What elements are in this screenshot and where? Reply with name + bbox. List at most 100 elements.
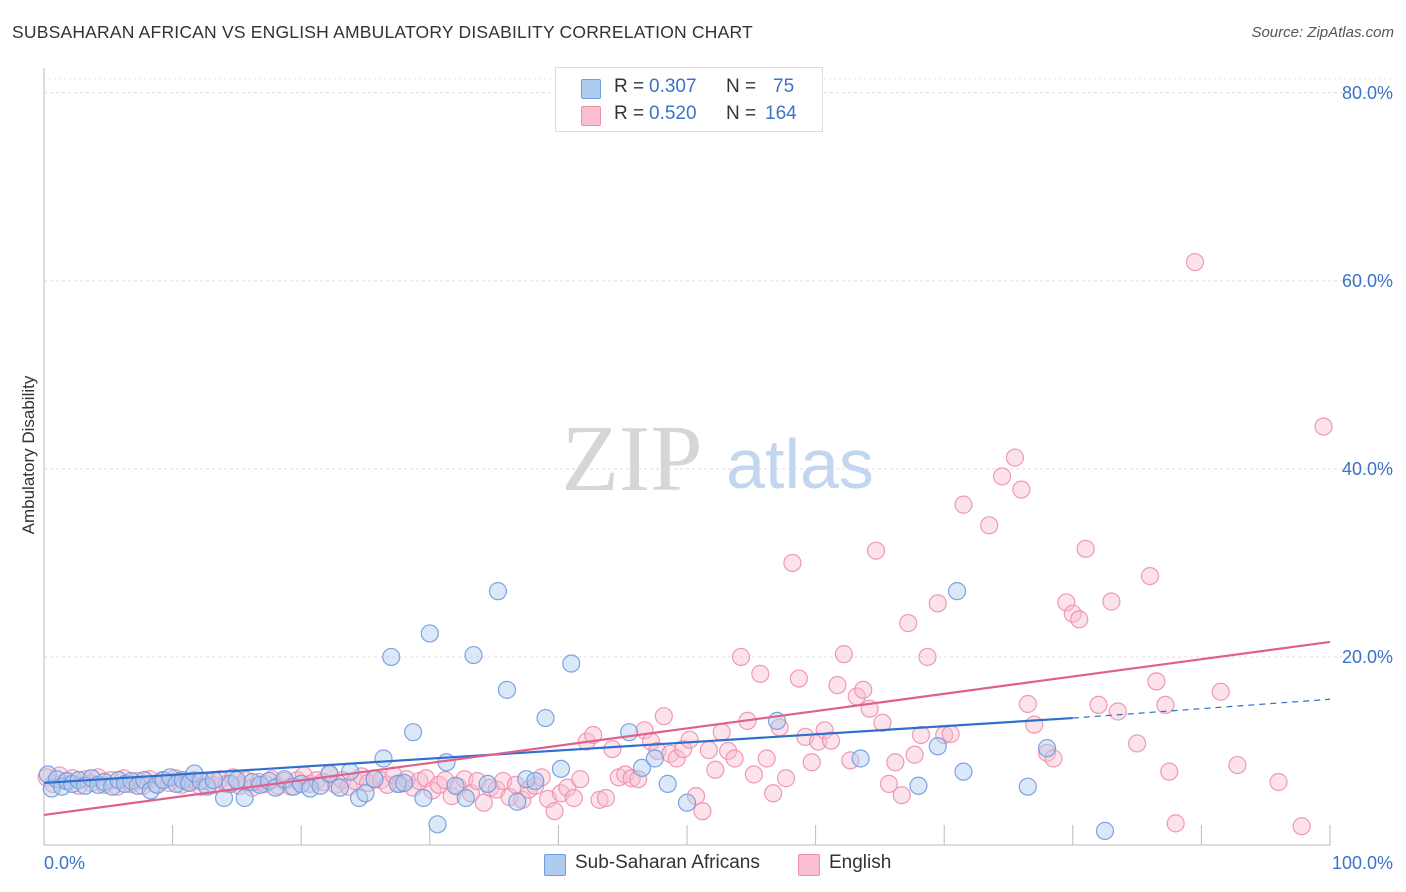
point-sub-saharan <box>508 792 527 811</box>
point-english <box>1108 702 1127 721</box>
point-english <box>667 749 686 768</box>
data-points <box>37 252 1333 840</box>
legend-swatch-blue <box>544 854 566 876</box>
point-english <box>928 594 947 613</box>
point-english <box>725 749 744 768</box>
point-english <box>918 647 937 667</box>
point-english <box>954 495 973 514</box>
point-english <box>821 731 841 750</box>
point-english <box>757 749 776 768</box>
point-english <box>706 760 725 779</box>
legend-n-label: N = <box>726 76 757 97</box>
point-sub-saharan <box>403 723 423 742</box>
point-sub-saharan <box>382 647 401 667</box>
point-english <box>854 680 873 699</box>
point-sub-saharan <box>227 771 246 790</box>
point-english <box>699 740 718 760</box>
point-sub-saharan <box>928 737 947 756</box>
legend-r-value: 0.520 <box>649 103 697 124</box>
point-sub-saharan <box>658 774 677 793</box>
point-sub-saharan <box>909 776 928 795</box>
point-english <box>680 730 699 749</box>
legend-label: English <box>829 852 892 873</box>
point-english <box>886 753 905 772</box>
point-sub-saharan <box>340 762 360 781</box>
x-tick-label: 0.0% <box>44 853 85 873</box>
point-sub-saharan <box>414 788 433 808</box>
point-sub-saharan <box>388 774 407 793</box>
point-english <box>564 788 583 808</box>
y-tick-label: 80.0% <box>1342 83 1393 103</box>
point-sub-saharan <box>536 708 555 728</box>
point-english <box>1211 682 1230 701</box>
point-sub-saharan <box>1095 821 1115 840</box>
point-english <box>1102 592 1121 611</box>
point-english <box>911 725 931 745</box>
point-english <box>783 553 802 573</box>
legend-r-label: R = <box>614 76 645 97</box>
point-sub-saharan <box>851 749 870 768</box>
point-english <box>1147 672 1166 691</box>
point-english <box>1076 539 1095 558</box>
point-english <box>1166 814 1185 833</box>
point-english <box>719 741 738 761</box>
point-sub-saharan <box>677 793 697 812</box>
point-sub-saharan <box>1037 739 1057 758</box>
point-english <box>1070 610 1089 629</box>
point-sub-saharan <box>320 764 339 783</box>
point-english <box>545 802 564 821</box>
legend-swatch-pink <box>798 854 820 876</box>
point-sub-saharan <box>428 815 447 834</box>
point-sub-saharan <box>394 773 414 793</box>
watermark-atlas: atlas <box>726 425 874 503</box>
point-sub-saharan <box>1018 777 1037 796</box>
point-english <box>899 614 918 633</box>
point-english <box>1044 749 1063 768</box>
point-sub-saharan <box>365 770 384 789</box>
point-english <box>1025 715 1044 734</box>
point-english <box>1185 252 1205 272</box>
point-english <box>571 770 590 789</box>
trend-line-sub-saharan <box>43 716 1073 785</box>
point-english <box>1057 593 1076 612</box>
point-english <box>596 788 616 808</box>
point-english <box>1089 695 1108 715</box>
point-english <box>1005 448 1025 467</box>
point-sub-saharan <box>446 776 465 795</box>
point-sub-saharan <box>526 771 545 791</box>
point-english <box>1012 480 1031 499</box>
y-tick-label: 20.0% <box>1342 647 1393 667</box>
point-english <box>1140 566 1160 586</box>
point-english <box>866 541 886 560</box>
legend-r-value: 0.307 <box>649 76 697 97</box>
point-english <box>654 707 673 726</box>
y-axis-label: Ambulatory Disability <box>19 375 38 534</box>
point-sub-saharan <box>497 680 517 699</box>
point-english <box>789 669 808 688</box>
point-sub-saharan <box>374 749 393 768</box>
point-english <box>1160 762 1179 781</box>
point-english <box>584 725 603 745</box>
y-tick-label: 40.0% <box>1342 459 1393 479</box>
legend-swatch-pink <box>581 106 601 126</box>
point-english <box>776 769 796 788</box>
point-english <box>992 467 1012 486</box>
point-english <box>873 713 892 732</box>
legend-n-label: N = <box>726 103 757 124</box>
point-sub-saharan <box>954 762 973 781</box>
point-english <box>558 778 577 797</box>
chart-title: SUBSAHARAN AFRICAN VS ENGLISH AMBULATORY… <box>12 22 753 42</box>
point-english <box>1127 734 1147 753</box>
point-english <box>603 739 622 759</box>
point-english <box>686 787 706 806</box>
trend-lines <box>43 640 1331 817</box>
point-sub-saharan <box>517 770 536 789</box>
point-english <box>629 770 648 789</box>
point-sub-saharan <box>204 771 223 790</box>
point-sub-saharan <box>488 582 508 601</box>
tick-labels: 20.0% 40.0% 60.0% 80.0% 0.0% 100.0% <box>44 83 1393 873</box>
point-sub-saharan <box>551 759 571 778</box>
point-sub-saharan <box>632 758 652 778</box>
point-english <box>674 739 693 759</box>
